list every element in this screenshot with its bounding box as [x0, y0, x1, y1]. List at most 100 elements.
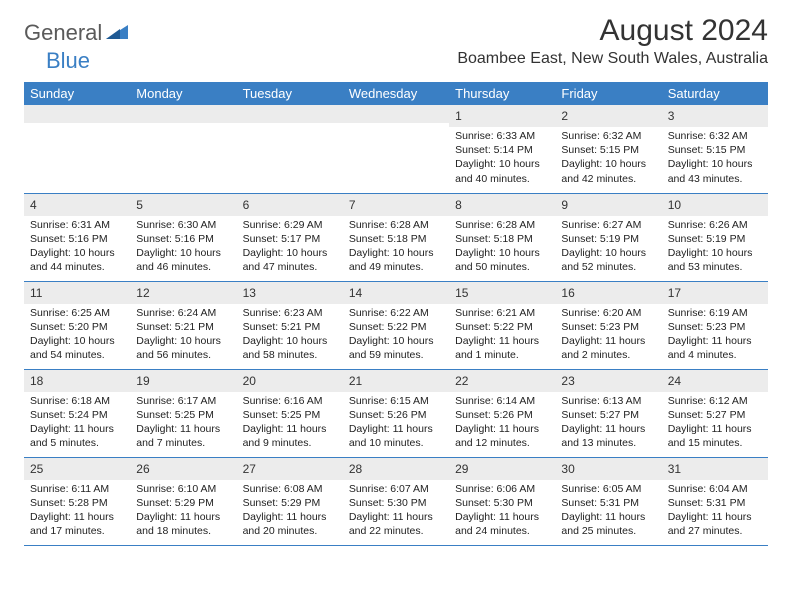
day-number: 14: [349, 286, 362, 300]
empty-daynum: [130, 105, 236, 123]
day-number-row: 17: [662, 282, 768, 304]
calendar-body: 1 Sunrise: 6:33 AMSunset: 5:14 PMDaylight…: [24, 105, 768, 545]
calendar-week-row: 11Sunrise: 6:25 AMSunset: 5:20 PMDayligh…: [24, 281, 768, 369]
calendar-week-row: 1 Sunrise: 6:33 AMSunset: 5:14 PMDaylight…: [24, 105, 768, 193]
day-number-row: 27: [237, 458, 343, 480]
calendar-day-cell: 9Sunrise: 6:27 AMSunset: 5:19 PMDaylight…: [555, 193, 661, 281]
day-details: Sunrise: 6:15 AMSunset: 5:26 PMDaylight:…: [343, 392, 449, 455]
calendar-day-cell: 29 Sunrise: 6:06 AMSunset: 5:30 PMDayligh…: [449, 457, 555, 545]
calendar-day-cell: 1 Sunrise: 6:33 AMSunset: 5:14 PMDaylight…: [449, 105, 555, 193]
calendar-day-cell: 19Sunrise: 6:17 AMSunset: 5:25 PMDayligh…: [130, 369, 236, 457]
calendar-day-cell: 8Sunrise: 6:28 AMSunset: 5:18 PMDaylight…: [449, 193, 555, 281]
empty-daynum: [343, 105, 449, 123]
day-number: 2: [561, 109, 568, 123]
day-number: 18: [30, 374, 43, 388]
day-number-row: 6: [237, 194, 343, 216]
calendar-day-cell: 17Sunrise: 6:19 AMSunset: 5:23 PMDayligh…: [662, 281, 768, 369]
day-details: Sunrise: 6:30 AMSunset: 5:16 PMDaylight:…: [130, 216, 236, 279]
day-details: Sunrise: 6:10 AMSunset: 5:29 PMDaylight:…: [130, 480, 236, 543]
day-number-row: 22: [449, 370, 555, 392]
day-number: 28: [349, 462, 362, 476]
calendar-page: General August 2024 Boambee East, New So…: [0, 0, 792, 546]
day-details: Sunrise: 6:08 AMSunset: 5:29 PMDaylight:…: [237, 480, 343, 543]
calendar-day-cell: 12Sunrise: 6:24 AMSunset: 5:21 PMDayligh…: [130, 281, 236, 369]
calendar-day-cell: 22Sunrise: 6:14 AMSunset: 5:26 PMDayligh…: [449, 369, 555, 457]
day-details: Sunrise: 6:23 AMSunset: 5:21 PMDaylight:…: [237, 304, 343, 367]
day-number: 16: [561, 286, 574, 300]
weekday-header: Sunday: [24, 82, 130, 105]
day-details: Sunrise: 6:22 AMSunset: 5:22 PMDaylight:…: [343, 304, 449, 367]
calendar-day-cell: 18Sunrise: 6:18 AMSunset: 5:24 PMDayligh…: [24, 369, 130, 457]
day-details: Sunrise: 6:04 AMSunset: 5:31 PMDaylight:…: [662, 480, 768, 543]
day-number: 13: [243, 286, 256, 300]
calendar-day-cell: 16 Sunrise: 6:20 AMSunset: 5:23 PMDayligh…: [555, 281, 661, 369]
day-number-row: 28: [343, 458, 449, 480]
weekday-header: Monday: [130, 82, 236, 105]
day-number-row: 3: [662, 105, 768, 127]
day-details: Sunrise: 6:32 AMSunset: 5:15 PMDaylight:…: [662, 127, 768, 190]
calendar-day-cell: 20Sunrise: 6:16 AMSunset: 5:25 PMDayligh…: [237, 369, 343, 457]
calendar-day-cell: 15Sunrise: 6:21 AMSunset: 5:22 PMDayligh…: [449, 281, 555, 369]
weekday-header: Tuesday: [237, 82, 343, 105]
day-number: 7: [349, 198, 356, 212]
calendar-week-row: 4 Sunrise: 6:31 AMSunset: 5:16 PMDaylight…: [24, 193, 768, 281]
logo: General: [24, 20, 130, 46]
day-number-row: 14: [343, 282, 449, 304]
day-number-row: 25: [24, 458, 130, 480]
day-details: Sunrise: 6:28 AMSunset: 5:18 PMDaylight:…: [343, 216, 449, 279]
day-number-row: 20: [237, 370, 343, 392]
calendar-day-cell: 13 Sunrise: 6:23 AMSunset: 5:21 PMDayligh…: [237, 281, 343, 369]
day-number-row: 24: [662, 370, 768, 392]
day-details: Sunrise: 6:13 AMSunset: 5:27 PMDaylight:…: [555, 392, 661, 455]
day-number-row: 1: [449, 105, 555, 127]
day-details: Sunrise: 6:26 AMSunset: 5:19 PMDaylight:…: [662, 216, 768, 279]
day-number-row: 11: [24, 282, 130, 304]
day-number: 3: [668, 109, 675, 123]
calendar-day-cell: 11Sunrise: 6:25 AMSunset: 5:20 PMDayligh…: [24, 281, 130, 369]
logo-triangle-icon: [106, 23, 128, 44]
calendar-day-cell: 7 Sunrise: 6:28 AMSunset: 5:18 PMDaylight…: [343, 193, 449, 281]
day-number: 8: [455, 198, 462, 212]
day-number: 27: [243, 462, 256, 476]
day-details: Sunrise: 6:24 AMSunset: 5:21 PMDaylight:…: [130, 304, 236, 367]
day-number-row: 13: [237, 282, 343, 304]
day-details: Sunrise: 6:32 AMSunset: 5:15 PMDaylight:…: [555, 127, 661, 190]
day-details: Sunrise: 6:19 AMSunset: 5:23 PMDaylight:…: [662, 304, 768, 367]
day-number: 26: [136, 462, 149, 476]
calendar-day-cell: [24, 105, 130, 193]
day-number: 24: [668, 374, 681, 388]
day-number-row: 12: [130, 282, 236, 304]
weekday-header: Thursday: [449, 82, 555, 105]
day-number: 10: [668, 198, 681, 212]
day-details: Sunrise: 6:20 AMSunset: 5:23 PMDaylight:…: [555, 304, 661, 367]
day-number: 4: [30, 198, 37, 212]
day-number-row: 10: [662, 194, 768, 216]
day-details: Sunrise: 6:06 AMSunset: 5:30 PMDaylight:…: [449, 480, 555, 543]
day-details: Sunrise: 6:33 AMSunset: 5:14 PMDaylight:…: [449, 127, 555, 190]
day-number: 23: [561, 374, 574, 388]
weekday-header-row: Sunday Monday Tuesday Wednesday Thursday…: [24, 82, 768, 105]
calendar-day-cell: 25Sunrise: 6:11 AMSunset: 5:28 PMDayligh…: [24, 457, 130, 545]
day-number: 20: [243, 374, 256, 388]
empty-daynum: [24, 105, 130, 123]
calendar-day-cell: 2 Sunrise: 6:32 AMSunset: 5:15 PMDaylight…: [555, 105, 661, 193]
calendar-table: Sunday Monday Tuesday Wednesday Thursday…: [24, 82, 768, 546]
calendar-week-row: 18Sunrise: 6:18 AMSunset: 5:24 PMDayligh…: [24, 369, 768, 457]
day-number: 25: [30, 462, 43, 476]
day-details: Sunrise: 6:29 AMSunset: 5:17 PMDaylight:…: [237, 216, 343, 279]
day-number-row: 2: [555, 105, 661, 127]
day-number-row: 29: [449, 458, 555, 480]
day-number: 1: [455, 109, 462, 123]
day-number: 15: [455, 286, 468, 300]
calendar-day-cell: [237, 105, 343, 193]
empty-daynum: [237, 105, 343, 123]
day-number: 30: [561, 462, 574, 476]
day-number-row: 31: [662, 458, 768, 480]
calendar-day-cell: 28Sunrise: 6:07 AMSunset: 5:30 PMDayligh…: [343, 457, 449, 545]
calendar-day-cell: 3 Sunrise: 6:32 AMSunset: 5:15 PMDaylight…: [662, 105, 768, 193]
day-number: 29: [455, 462, 468, 476]
day-details: Sunrise: 6:31 AMSunset: 5:16 PMDaylight:…: [24, 216, 130, 279]
day-number-row: 21: [343, 370, 449, 392]
day-number-row: 7: [343, 194, 449, 216]
calendar-day-cell: 24Sunrise: 6:12 AMSunset: 5:27 PMDayligh…: [662, 369, 768, 457]
